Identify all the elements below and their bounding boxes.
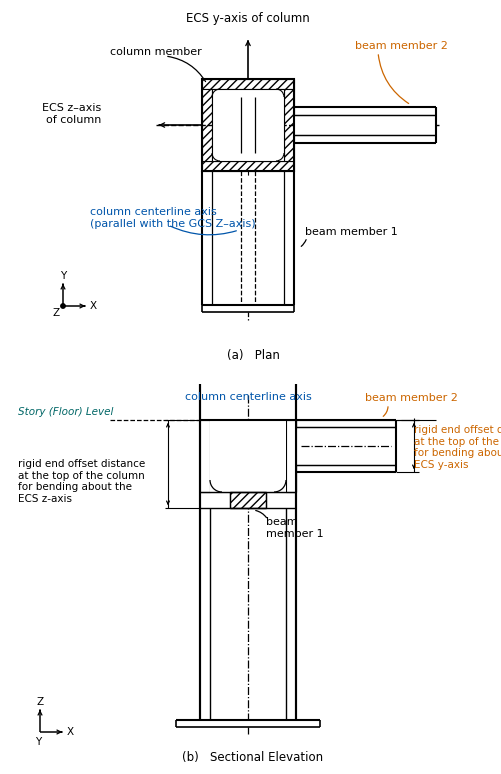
Bar (201, 79, 294, 89)
Bar (199, 420, 296, 492)
Bar (201, 161, 294, 171)
Circle shape (61, 304, 65, 308)
Text: rigid end offset distance
at the top of the column
for bending about the
ECS z-a: rigid end offset distance at the top of … (18, 459, 145, 504)
Text: beam member 2: beam member 2 (354, 41, 447, 51)
Text: Z: Z (37, 697, 44, 707)
Text: Y: Y (60, 271, 66, 281)
Text: (b)   Sectional Elevation: (b) Sectional Elevation (182, 751, 323, 763)
Bar (229, 492, 266, 508)
Text: column centerline axis: column centerline axis (184, 392, 311, 402)
Bar (294, 115, 435, 135)
Bar (296, 427, 395, 465)
Bar (286, 420, 296, 492)
Bar (211, 171, 284, 305)
Bar (229, 492, 266, 508)
Text: Z: Z (52, 308, 60, 318)
Text: (a)   Plan: (a) Plan (226, 348, 279, 361)
Text: X: X (66, 727, 74, 737)
Text: column centerline axis
(parallel with the GCS Z–axis): column centerline axis (parallel with th… (90, 207, 255, 229)
Text: ECS z–axis
of column: ECS z–axis of column (42, 103, 101, 125)
Text: beam
member 1: beam member 1 (266, 517, 323, 539)
Bar (201, 89, 211, 161)
Text: Story (Floor) Level: Story (Floor) Level (18, 407, 113, 417)
Bar (284, 89, 294, 161)
Text: Y: Y (35, 737, 41, 747)
Text: beam member 2: beam member 2 (364, 393, 457, 403)
Bar (201, 79, 294, 171)
Bar (211, 89, 284, 161)
Bar (209, 420, 286, 492)
Text: X: X (89, 301, 96, 311)
Text: rigid end offset distance
at the top of the column
for bending about the
ECS y-a: rigid end offset distance at the top of … (413, 425, 501, 470)
Text: column member: column member (110, 47, 201, 57)
Bar (199, 420, 209, 492)
Text: beam member 1: beam member 1 (305, 227, 397, 237)
Text: ECS y-axis of column: ECS y-axis of column (186, 12, 309, 25)
